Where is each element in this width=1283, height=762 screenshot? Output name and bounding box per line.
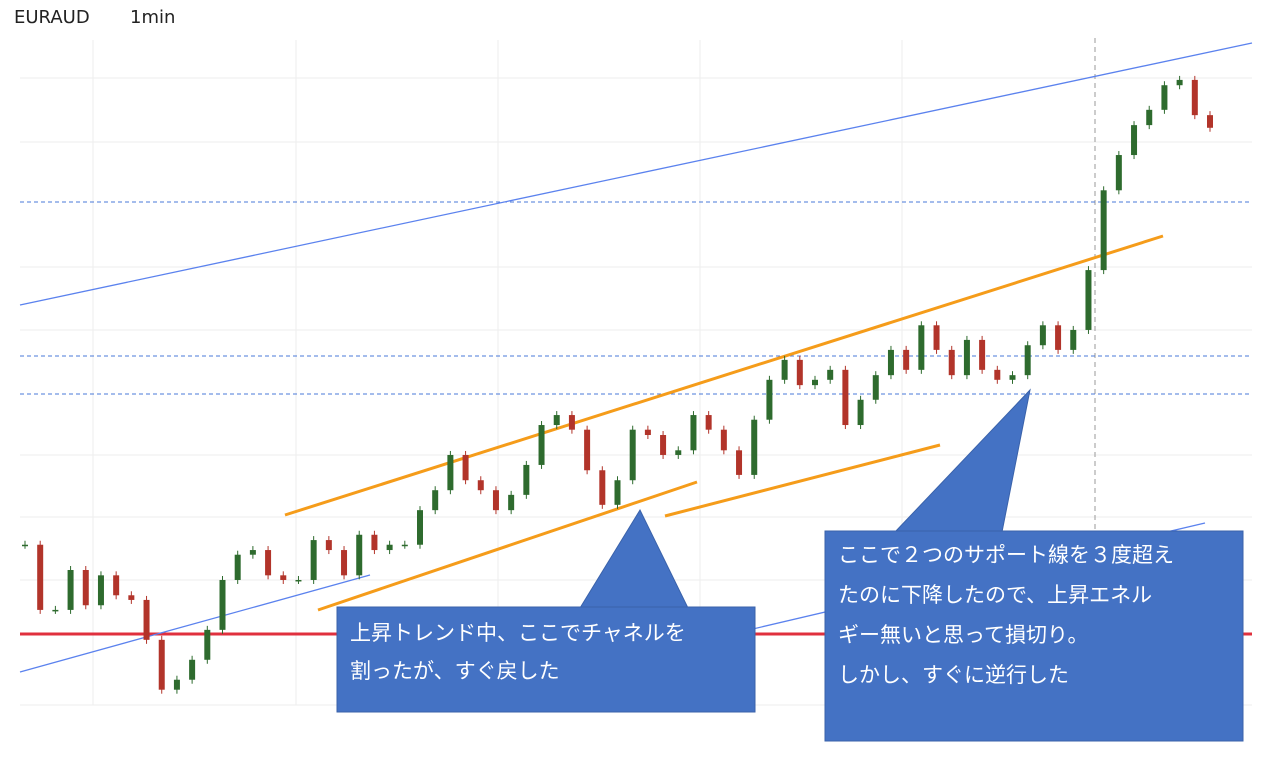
candle-body: [1131, 125, 1138, 156]
candle-body: [796, 359, 803, 386]
candle-body: [584, 429, 591, 471]
candle-body: [1009, 375, 1016, 380]
candle-body: [751, 419, 758, 475]
candle-body: [508, 494, 515, 511]
candle-body: [553, 415, 560, 426]
candle-body: [918, 325, 925, 370]
candle-body: [1207, 115, 1213, 128]
candle-body: [523, 464, 530, 495]
candle-body: [462, 454, 469, 481]
candle-body: [249, 550, 256, 555]
candle-body: [447, 454, 454, 491]
candle-body: [812, 379, 818, 386]
candle-body: [386, 544, 393, 551]
candle-body: [128, 595, 135, 600]
candle-body: [1039, 325, 1046, 346]
candle-body: [827, 369, 834, 380]
candle-body: [644, 429, 651, 436]
candle-body: [857, 399, 864, 426]
candle-body: [310, 540, 317, 580]
candle-body: [67, 570, 74, 610]
callout-text: たのに下降したので、上昇エネル: [838, 583, 1152, 607]
candle-body: [1085, 270, 1092, 330]
candle-body: [356, 534, 363, 576]
candle-body: [948, 349, 955, 376]
candle-body: [234, 554, 241, 580]
candle-body: [781, 359, 788, 380]
candle-body: [766, 379, 773, 420]
candle-body: [629, 429, 636, 481]
candle-body: [660, 435, 667, 455]
candle-body: [325, 540, 332, 551]
candle-body: [432, 490, 439, 511]
callout-text: ここで２つのサポート線を３度超え: [838, 543, 1174, 567]
candle-body: [204, 629, 211, 660]
candle-body: [705, 415, 712, 430]
candle-body: [173, 679, 180, 690]
candle-body: [492, 490, 499, 511]
candle-body: [1055, 325, 1062, 350]
candle-body: [538, 425, 545, 465]
candle-body: [675, 450, 682, 455]
candle-body: [52, 609, 59, 612]
candle-body: [280, 575, 287, 580]
symbol: EURAUD: [14, 7, 90, 28]
callout-text: ギー無いと思って損切り。: [838, 623, 1089, 647]
candle-body: [37, 544, 44, 610]
candle-body: [599, 470, 606, 505]
candle-body: [690, 415, 697, 451]
candle-body: [341, 550, 348, 576]
callout-text: 上昇トレンド中、ここでチャネルを: [350, 621, 686, 645]
candle-body: [1115, 155, 1122, 191]
candle-body: [1146, 109, 1153, 126]
candle-body: [1191, 79, 1198, 116]
candle-body: [933, 325, 940, 350]
candle-body: [158, 639, 165, 690]
candle-body: [720, 429, 727, 451]
candle-body: [887, 349, 894, 376]
candle-body: [219, 579, 226, 630]
candle-body: [417, 510, 423, 545]
candle-body: [979, 339, 986, 370]
candle-body: [1070, 329, 1077, 350]
candle-body: [477, 480, 484, 491]
candle-body: [963, 339, 970, 376]
candle-body: [143, 599, 150, 640]
candle-body: [872, 375, 879, 400]
candle-body: [568, 415, 575, 430]
candle-body: [614, 480, 621, 505]
candle-body: [1161, 85, 1168, 110]
callout-text: しかし、すぐに逆行した: [838, 663, 1069, 687]
callout-text: 割ったが、すぐ戻した: [350, 659, 560, 683]
candle-body: [994, 369, 1001, 380]
callout: ここで２つのサポート線を３度超え たのに下降したので、上昇エネル ギー無いと思っ…: [824, 388, 1244, 742]
candle-body: [736, 450, 743, 475]
candle-body: [903, 349, 910, 370]
candle-body: [842, 369, 849, 426]
candle-body: [1100, 190, 1107, 271]
candle-body: [265, 550, 272, 576]
candle-body: [401, 544, 408, 547]
callout: 上昇トレンド中、ここでチャネルを 割ったが、すぐ戻した: [336, 508, 756, 713]
candles: [22, 75, 1213, 694]
candle-body: [189, 659, 196, 680]
candle-body: [1024, 345, 1031, 376]
candle-body: [371, 534, 378, 551]
candle-body: [295, 579, 302, 582]
candle-body: [1176, 79, 1183, 86]
candle-body: [22, 544, 28, 547]
candle-body: [97, 575, 104, 606]
candle-body: [113, 575, 120, 596]
candle-body: [82, 570, 89, 606]
interval: 1min: [130, 7, 175, 28]
